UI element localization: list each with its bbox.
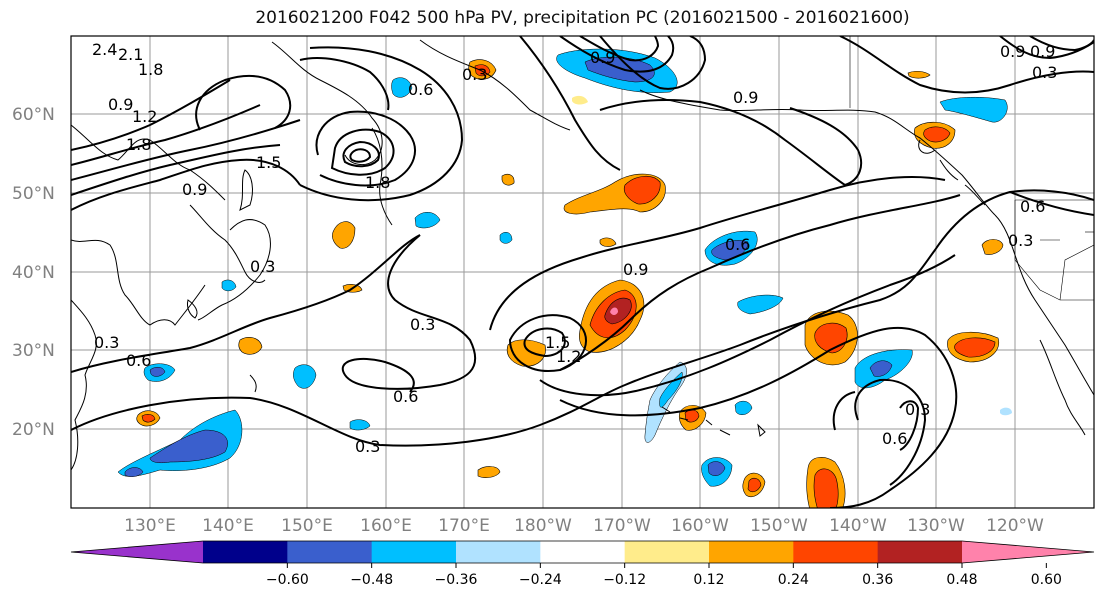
colorbar-swatch — [287, 541, 373, 563]
lat-label: 60°N — [12, 105, 55, 125]
contour-label: 0.3 — [1008, 231, 1033, 250]
contour-label: 0.9 — [623, 260, 648, 279]
contour-label: 1.2 — [556, 347, 581, 366]
map-title: 2016021200 F042 500 hPa PV, precipitatio… — [255, 8, 910, 28]
colorbar-ticks: −0.60 −0.48 −0.36 −0.24 −0.12 0.12 0.24 0.36 0.4… — [266, 563, 1062, 588]
lon-label: 130°W — [907, 516, 965, 536]
contour-label: 0.3 — [355, 437, 380, 456]
coastlines — [71, 39, 1094, 471]
contour-label: 0.6 — [882, 429, 907, 448]
contour-label: 0.3 — [250, 257, 275, 276]
contour-label: 0.9 — [108, 95, 133, 114]
colorbar-tick-label: −0.36 — [435, 572, 478, 588]
gridlines — [71, 36, 1094, 508]
latitude-labels: 60°N 50°N 40°N 30°N 20°N — [12, 105, 55, 440]
contour-label: 0.3 — [1032, 63, 1057, 82]
lat-label: 30°N — [12, 341, 55, 361]
colorbar-tick-label: −0.24 — [519, 572, 562, 588]
contour-labels: 2.4 2.1 1.8 0.9 1.2 1.8 1.5 1.8 0.9 0.6 … — [92, 40, 1057, 456]
contour-label: 0.9 — [590, 48, 615, 67]
colorbar-tick-label: −0.48 — [350, 572, 393, 588]
colorbar-tick-label: 0.36 — [862, 572, 893, 588]
lat-label: 50°N — [12, 184, 55, 204]
contour-label: 0.6 — [408, 80, 433, 99]
colorbar-tick-label: −0.60 — [266, 572, 309, 588]
colorbar-tick-label: 0.12 — [693, 572, 724, 588]
contour-label: 0.3 — [410, 315, 435, 334]
contour-label: 1.5 — [545, 333, 570, 352]
pv-contours — [71, 36, 1094, 508]
contour-label: 0.3 — [905, 400, 930, 419]
colorbar-tick-label: 0.60 — [1031, 572, 1062, 588]
lon-label: 120°W — [986, 516, 1044, 536]
lon-label: 150°E — [281, 516, 333, 536]
map-border — [70, 35, 1095, 509]
contour-label: 0.9 — [1000, 42, 1025, 61]
contour-label: 0.6 — [126, 351, 151, 370]
contour-label: 0.9 — [1030, 42, 1055, 61]
contour-label: 2.1 — [118, 45, 143, 64]
contour-label: 1.2 — [132, 107, 157, 126]
colorbar-swatch — [624, 541, 710, 563]
lon-label: 160°E — [360, 516, 412, 536]
contour-label: 0.6 — [393, 387, 418, 406]
lon-label: 140°W — [829, 516, 887, 536]
contour-label: 0.6 — [1020, 197, 1045, 216]
lon-label: 180°W — [514, 516, 572, 536]
colorbar-swatch — [877, 541, 963, 563]
colorbar-extend-min — [71, 541, 203, 563]
colorbar-tick-label: −0.12 — [603, 572, 646, 588]
contour-label: 0.9 — [182, 180, 207, 199]
colorbar-extend-max — [962, 541, 1094, 563]
contour-label: 1.8 — [138, 60, 163, 79]
precip-negative-areas — [117, 48, 1012, 487]
contour-label: 1.8 — [126, 135, 151, 154]
colorbar-swatch — [456, 541, 541, 563]
contour-label: 0.3 — [462, 65, 487, 84]
colorbar-outline — [70, 540, 1095, 564]
contour-label: 0.9 — [733, 88, 758, 107]
colorbar-tick-label: 0.48 — [946, 572, 977, 588]
lon-label: 150°W — [750, 516, 808, 536]
lon-label: 170°E — [438, 516, 490, 536]
lon-label: 170°W — [593, 516, 651, 536]
contour-label: 1.8 — [365, 173, 390, 192]
contour-label: 1.5 — [256, 153, 281, 172]
colorbar-swatch — [371, 541, 457, 563]
colorbar-swatch — [709, 541, 794, 563]
colorbar — [70, 540, 1095, 564]
longitude-labels: 130°E 140°E 150°E 160°E 170°E 180°W 170°… — [124, 516, 1044, 536]
lon-label: 160°W — [671, 516, 729, 536]
colorbar-swatch — [793, 541, 879, 563]
colorbar-swatch — [540, 541, 626, 563]
contour-label: 0.3 — [94, 333, 119, 352]
borders — [849, 36, 1094, 301]
colorbar-swatch — [203, 541, 288, 563]
lon-label: 130°E — [124, 516, 176, 536]
colorbar-tick-label: 0.24 — [778, 572, 809, 588]
lat-label: 40°N — [12, 263, 55, 283]
lat-label: 20°N — [12, 420, 55, 440]
contour-label: 2.4 — [92, 40, 117, 59]
contour-label: 0.6 — [725, 235, 750, 254]
precip-positive-areas — [136, 59, 1004, 508]
lon-label: 140°E — [202, 516, 254, 536]
